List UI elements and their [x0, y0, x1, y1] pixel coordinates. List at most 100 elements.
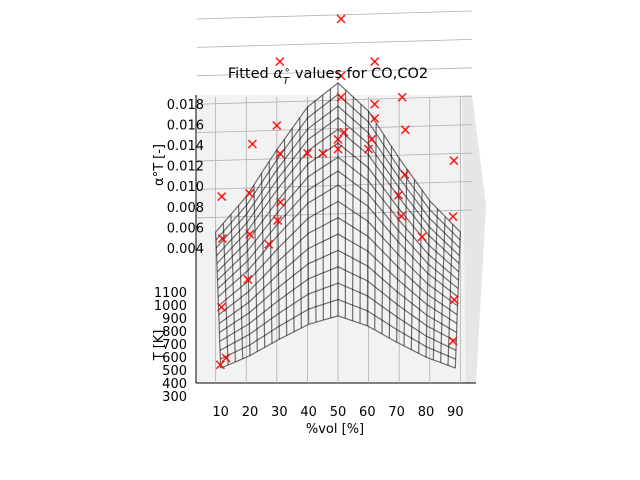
x-tick-label: 10 [212, 405, 229, 420]
data-point-marker [336, 14, 346, 24]
surface-x-line [403, 168, 408, 346]
surface-x-line [291, 128, 295, 332]
surface-x-line [432, 208, 438, 360]
data-point-marker [449, 156, 459, 166]
data-point-marker [318, 148, 328, 158]
surface-x-line [440, 216, 446, 363]
x-tick-label: 60 [359, 405, 376, 420]
z-gridline [196, 67, 473, 77]
surface-x-line [260, 173, 266, 348]
data-point-marker [449, 295, 459, 305]
y-tick-label: 800 [162, 325, 187, 340]
y-tick-label: 500 [162, 364, 187, 379]
data-point-marker [366, 134, 377, 144]
data-point-marker [336, 71, 346, 81]
y-axis-label: T [K] [152, 330, 167, 362]
z-gridline [196, 152, 473, 162]
surface-x-line [322, 95, 324, 321]
surface-x-line [276, 149, 280, 340]
surface-x-line [283, 139, 288, 336]
z-gridline [196, 209, 473, 219]
data-point-marker [243, 274, 253, 285]
data-point-marker [396, 211, 406, 221]
chart-title: Fitted αT∘ values for CO,CO2 [228, 65, 428, 87]
surface-x-line [425, 200, 431, 358]
data-point-marker [417, 232, 427, 242]
surface-x-line [253, 184, 258, 352]
data-point-marker [370, 57, 380, 67]
z-tick-label: 0.010 [167, 180, 204, 195]
surface-x-line [359, 104, 362, 324]
data-point-marker [215, 360, 225, 370]
side-pane [462, 95, 486, 383]
z-tick-label: 0.016 [167, 118, 204, 133]
data-point-marker [216, 302, 227, 312]
y-tick-label: 400 [162, 377, 187, 392]
data-point-marker [393, 190, 404, 200]
surface-x-line [268, 161, 273, 344]
y-tick-label: 1000 [154, 299, 187, 314]
y-tick-label: 600 [162, 351, 187, 366]
back-pane [196, 95, 486, 383]
data-point-marker [333, 144, 343, 154]
data-point-marker [217, 233, 227, 244]
x-tick-label: 30 [271, 405, 288, 420]
data-point-marker [264, 239, 274, 249]
data-point-marker [397, 92, 407, 102]
surface-x-line [299, 117, 302, 329]
x-tick-label: 80 [418, 405, 435, 420]
surface-x-line [410, 179, 416, 350]
x-axis-label: %vol [%] [306, 422, 364, 437]
data-point-marker [272, 120, 282, 131]
x-tick-label: 20 [242, 405, 259, 420]
data-point-marker [448, 211, 458, 222]
z-gridline [196, 10, 473, 20]
surface-x-line [245, 196, 251, 356]
surface-x-line [222, 223, 229, 366]
data-point-marker [400, 125, 410, 135]
data-point-marker [275, 149, 285, 159]
data-point-marker [363, 144, 373, 154]
data-point-marker [244, 188, 255, 198]
z-gridline [196, 124, 473, 134]
data-point-marker [247, 139, 257, 149]
surface-x-line [388, 146, 393, 339]
surface-x-line [352, 97, 354, 321]
z-gridline [196, 95, 473, 105]
data-point-marker [370, 99, 380, 109]
z-tick-label: 0.018 [167, 98, 204, 113]
data-point-marker [448, 336, 458, 346]
surface-x-line [238, 205, 244, 359]
x-tick-label: 40 [300, 405, 317, 420]
z-gridline [196, 181, 473, 190]
surface-x-line [381, 134, 385, 335]
surface-x-line [306, 107, 310, 325]
surface-x-line [447, 224, 454, 366]
y-tick-label: 900 [162, 312, 187, 327]
z-tick-label: 0.014 [167, 139, 204, 154]
tick-labels: 10 20 30 40 50 60 70 80 903004005006007008009001… [154, 98, 464, 420]
surface-x-line [418, 190, 423, 354]
data-point-marker [336, 92, 346, 102]
z-tick-label: 0.004 [167, 242, 204, 257]
z-axis-label: α°T [-] [152, 144, 167, 186]
z-tick-label: 0.006 [167, 221, 204, 236]
data-point-marker [273, 215, 283, 226]
surface-x-line [396, 158, 400, 343]
y-tick-label: 300 [162, 390, 187, 405]
x-tick-label: 70 [388, 405, 405, 420]
z-gridline [196, 38, 473, 48]
data-point-marker [370, 113, 380, 124]
surface-x-line [230, 214, 236, 362]
data-point-marker [303, 148, 313, 158]
surface-x-line [374, 123, 377, 330]
data-markers [215, 14, 459, 370]
surface-x-line [366, 111, 370, 326]
data-point-marker [245, 229, 255, 239]
surface-x-line [215, 232, 222, 369]
data-point-marker [275, 57, 285, 67]
y-tick-label: 1100 [154, 286, 187, 301]
axes-pane [195, 95, 486, 384]
z-tick-label: 0.012 [167, 160, 204, 175]
